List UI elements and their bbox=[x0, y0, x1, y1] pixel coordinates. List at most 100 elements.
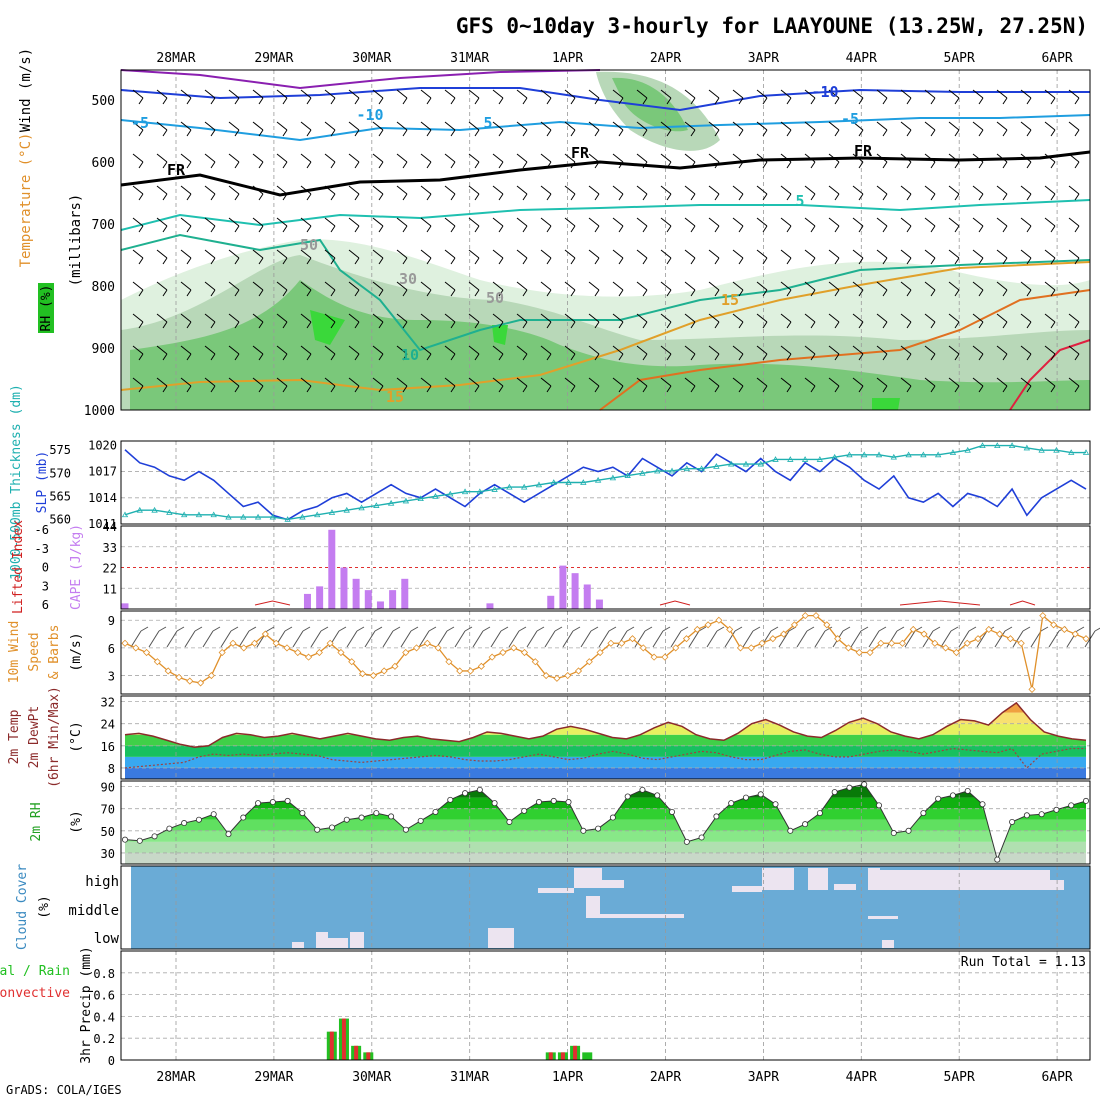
wind-barb bbox=[972, 121, 984, 137]
rh-tick-label: 70 bbox=[101, 803, 115, 817]
rh-marker bbox=[949, 792, 956, 799]
wind-barb bbox=[636, 313, 648, 329]
precip-conv-bar bbox=[329, 1031, 334, 1060]
surface-wind-barb bbox=[526, 626, 545, 648]
wind-barb bbox=[564, 89, 576, 105]
wind-barb bbox=[492, 121, 504, 137]
wind-barb bbox=[228, 345, 240, 361]
thickness-marker bbox=[890, 453, 897, 460]
wind-barb bbox=[516, 153, 528, 169]
cape-bar bbox=[571, 573, 579, 609]
wind-speed-marker bbox=[877, 639, 885, 647]
wind-barb bbox=[516, 185, 528, 201]
wind-units: (m/s) bbox=[69, 632, 84, 671]
wind-barb bbox=[636, 345, 648, 361]
rh-marker bbox=[580, 827, 587, 834]
wind-barb bbox=[852, 281, 864, 297]
wind-barb bbox=[420, 217, 432, 233]
thickness-marker bbox=[240, 513, 247, 520]
surface-wind-barb bbox=[490, 626, 509, 648]
wind-barb bbox=[588, 153, 600, 169]
wind-barb bbox=[1020, 249, 1032, 265]
wind-barb bbox=[756, 217, 768, 233]
wind-barb bbox=[276, 185, 288, 201]
wind-barb bbox=[972, 313, 984, 329]
dewpoint-line bbox=[124, 747, 1086, 769]
surface-wind-barb bbox=[130, 626, 149, 648]
wind-barb bbox=[924, 313, 936, 329]
wind-speed-marker bbox=[304, 653, 313, 661]
wind-speed-marker bbox=[1039, 612, 1047, 620]
wind-barb bbox=[348, 345, 360, 361]
cape-tick-label: 11 bbox=[103, 582, 117, 596]
wind-barb bbox=[540, 89, 552, 105]
wind-barb bbox=[492, 217, 504, 233]
wind-speed-marker bbox=[164, 667, 172, 675]
wind-barb bbox=[804, 153, 816, 169]
wind-speed-marker bbox=[780, 630, 788, 638]
bottom-date-axis: 28MAR 29MAR 30MAR 31MAR 1APR 2APR 3APR 4APR 5APR… bbox=[156, 1070, 1072, 1085]
thickness-marker bbox=[1082, 449, 1090, 455]
rh-band bbox=[125, 852, 1086, 864]
wind-speed-marker bbox=[942, 644, 950, 652]
wind-barb bbox=[180, 121, 192, 137]
wind-barb bbox=[684, 217, 696, 233]
wind-barb bbox=[924, 121, 936, 137]
wind-barb bbox=[420, 313, 432, 329]
cloud-units: (%) bbox=[37, 895, 52, 918]
thickness-marker bbox=[521, 483, 528, 490]
wind-barb bbox=[516, 217, 528, 233]
wind-barb bbox=[324, 313, 336, 329]
wind-barb bbox=[540, 377, 552, 393]
wind-barb bbox=[948, 281, 960, 297]
cape-bar bbox=[401, 578, 409, 609]
wind-barb bbox=[204, 217, 216, 233]
rh-marker bbox=[935, 795, 942, 802]
wind-barb bbox=[492, 153, 504, 169]
rh-marker bbox=[654, 792, 661, 799]
surface-wind-barb bbox=[814, 626, 833, 648]
wind-speed-marker bbox=[510, 644, 518, 652]
cape-bar bbox=[364, 590, 372, 609]
panel-border bbox=[120, 440, 1091, 525]
wind-barb bbox=[420, 89, 432, 105]
rh-shading bbox=[310, 310, 345, 345]
wind-speed-marker bbox=[963, 639, 971, 647]
wind-barb bbox=[948, 217, 960, 233]
wind-barb bbox=[420, 185, 432, 201]
wind-barb bbox=[852, 345, 864, 361]
wind-speed-marker bbox=[672, 644, 680, 652]
wind-speed-marker bbox=[423, 639, 431, 647]
wind-barb bbox=[1020, 153, 1032, 169]
wind-barb bbox=[564, 377, 576, 393]
rh-shading bbox=[612, 77, 688, 132]
surface-wind-barb bbox=[544, 626, 563, 648]
thickness-marker bbox=[447, 490, 454, 497]
wind-barb bbox=[324, 185, 336, 201]
wind-speed-marker bbox=[391, 662, 399, 670]
wind-barb bbox=[828, 345, 840, 361]
wind-barb bbox=[996, 217, 1008, 233]
wind-barb bbox=[1044, 185, 1056, 201]
thickness-tick-label: 575 bbox=[49, 443, 71, 457]
wind-barb bbox=[252, 89, 264, 105]
wind-barb bbox=[132, 313, 144, 329]
date-tick-label: 31MAR bbox=[450, 51, 489, 66]
wind-barb bbox=[228, 313, 240, 329]
wind-barb bbox=[300, 281, 312, 297]
contour-label: 5 bbox=[483, 114, 492, 132]
rh-marker bbox=[890, 830, 897, 837]
cape-bar bbox=[389, 590, 397, 609]
wind-barb bbox=[420, 281, 432, 297]
wind-speed-marker bbox=[952, 648, 960, 657]
rh-marker bbox=[417, 817, 424, 824]
run-total: Run Total = 1.13 bbox=[961, 955, 1086, 970]
wind-barb bbox=[420, 345, 432, 361]
wind-barb bbox=[156, 249, 168, 265]
wind-barb bbox=[612, 377, 624, 393]
rh-marker bbox=[535, 799, 542, 806]
wind-barb bbox=[492, 281, 504, 297]
rh-tick-label: 30 bbox=[101, 847, 115, 861]
wind-speed-marker bbox=[682, 635, 691, 643]
wind-barb bbox=[204, 345, 216, 361]
